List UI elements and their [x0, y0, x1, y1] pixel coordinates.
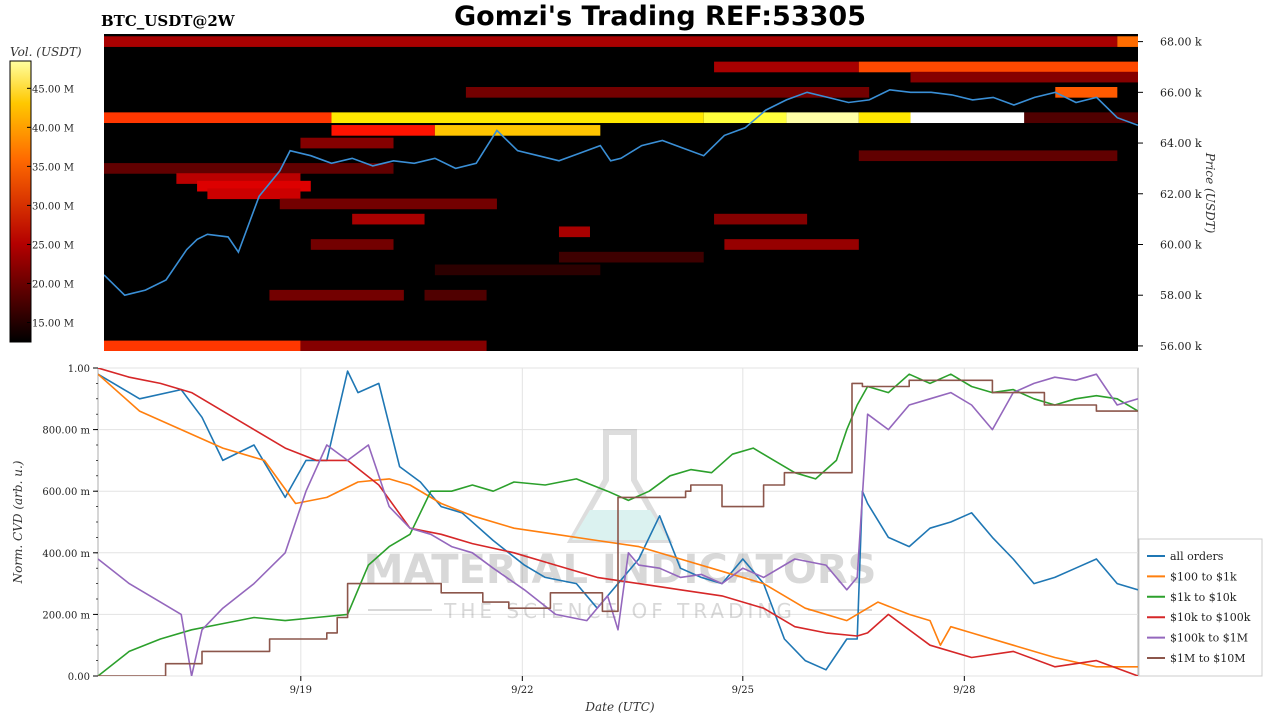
legend-entry-label: $1M to $10M — [1170, 652, 1246, 665]
heatmap-band — [104, 36, 1118, 47]
heatmap-band — [1055, 87, 1118, 98]
heatmap-band — [104, 163, 394, 174]
cvd-y-axis-label: Norm. CVD (arb. u.) — [11, 460, 25, 584]
heatmap-band — [714, 61, 859, 73]
heatmap-band — [910, 112, 1025, 124]
heatmap-band — [300, 340, 487, 351]
heatmap-band — [465, 87, 870, 98]
cvd-y-axis: 1.00 800.00 m 600.00 m 400.00 m 200.00 m 0.00 — [42, 364, 98, 683]
heatmap-band — [558, 251, 704, 263]
cvd-x-tick-label: 9/28 — [953, 685, 975, 696]
legend-frame — [1138, 538, 1263, 677]
price-tick-label: 56.00 k — [1160, 340, 1202, 353]
flask-icon — [566, 429, 674, 543]
heatmap-band — [724, 239, 859, 250]
heatmap-band — [331, 125, 435, 136]
cvd-x-axis: 9/19 9/22 9/25 9/28 — [290, 676, 976, 696]
cvd-series-line — [98, 373, 1138, 676]
price-tick-label: 66.00 k — [1160, 86, 1202, 99]
heatmap-band — [104, 112, 332, 124]
heatmap-band — [176, 173, 301, 184]
colorbar-tick-label: 40.00 M — [32, 123, 74, 134]
cvd-x-axis-label: Date (UTC) — [584, 700, 654, 714]
colorbar-tick-label: 35.00 M — [32, 162, 74, 173]
price-tick-label: 60.00 k — [1160, 238, 1202, 251]
heatmap-band — [434, 125, 601, 136]
colorbar-tick-label: 30.00 M — [32, 201, 74, 212]
cvd-y-tick-label: 1.00 — [68, 364, 90, 375]
colorbar-ticks: 45.00 M 40.00 M 35.00 M 30.00 M 25.00 M 20.00… — [27, 84, 74, 329]
heatmap-band — [1024, 112, 1138, 124]
heatmap-band — [331, 112, 704, 124]
heatmap-band — [703, 112, 787, 124]
price-tick-label: 68.00 k — [1160, 36, 1202, 49]
legend-entry-label: $1k to $10k — [1170, 591, 1237, 604]
colorbar-tick-label: 25.00 M — [32, 240, 74, 251]
heatmap-band — [104, 340, 301, 351]
price-axis: 68.00 k 66.00 k 64.00 k 62.00 k 60.00 k 58.00… — [1138, 36, 1202, 353]
heatmap-band — [558, 226, 590, 238]
colorbar-tick-label: 15.00 M — [32, 318, 74, 329]
heatmap-band — [786, 112, 859, 124]
cvd-series-line — [98, 373, 1138, 668]
price-tick-label: 64.00 k — [1160, 137, 1202, 150]
cvd-series — [98, 368, 1138, 676]
heatmap-band — [714, 213, 808, 225]
colorbar-label: Vol. (USDT) — [10, 45, 82, 59]
watermark-title: MATERIAL INDICATORS — [364, 547, 877, 593]
colorbar-tick-label: 45.00 M — [32, 84, 74, 95]
legend-entry-label: $100 to $1k — [1170, 570, 1237, 583]
price-axis-label: Price (USDT) — [1203, 152, 1217, 234]
heatmap-band — [424, 289, 487, 301]
legend-entry-label: $10k to $100k — [1170, 611, 1251, 624]
legend-entry-label: all orders — [1170, 550, 1224, 563]
cvd-y-tick-label: 800.00 m — [42, 426, 90, 437]
symbol-label: BTC_USDT@2W — [101, 12, 236, 30]
chart-title: Gomzi's Trading REF:53305 — [454, 1, 866, 32]
cvd-x-tick-label: 9/25 — [732, 685, 754, 696]
heatmap-band — [300, 137, 394, 149]
cvd-x-tick-label: 9/22 — [511, 685, 533, 696]
heatmap-band — [269, 289, 404, 301]
heatmap-bands — [104, 36, 1138, 351]
cvd-y-tick-label: 200.00 m — [42, 610, 90, 621]
cvd-x-tick-label: 9/19 — [290, 685, 312, 696]
heatmap-band — [352, 213, 425, 225]
heatmap-band — [310, 239, 394, 250]
colorbar — [9, 60, 32, 343]
heatmap-band — [279, 198, 497, 210]
heatmap-band — [858, 150, 1118, 162]
cvd-y-tick-label: 400.00 m — [42, 549, 90, 560]
heatmap-band — [1117, 36, 1138, 47]
heatmap-band — [858, 61, 1138, 73]
price-tick-label: 62.00 k — [1160, 188, 1202, 201]
colorbar-tick-label: 20.00 M — [32, 279, 74, 290]
heatmap-band — [858, 112, 911, 124]
legend-entry-label: $100k to $1M — [1170, 632, 1248, 645]
heatmap-band — [434, 264, 601, 276]
legend: all orders $100 to $1k $1k to $10k $10k to … — [1138, 538, 1263, 677]
cvd-y-tick-label: 0.00 — [68, 672, 90, 683]
heatmap-band — [197, 180, 311, 192]
cvd-series-line — [98, 373, 1138, 676]
cvd-series-line — [98, 379, 1138, 676]
heatmap-band — [207, 188, 301, 200]
cvd-series-line — [98, 368, 1138, 676]
cvd-y-tick-label: 600.00 m — [42, 487, 90, 498]
price-tick-label: 58.00 k — [1160, 289, 1202, 302]
watermark: MATERIAL INDICATORS THE SCIENCE OF TRADI… — [364, 429, 877, 623]
heatmap-band — [910, 71, 1138, 83]
price-line — [104, 88, 1138, 297]
